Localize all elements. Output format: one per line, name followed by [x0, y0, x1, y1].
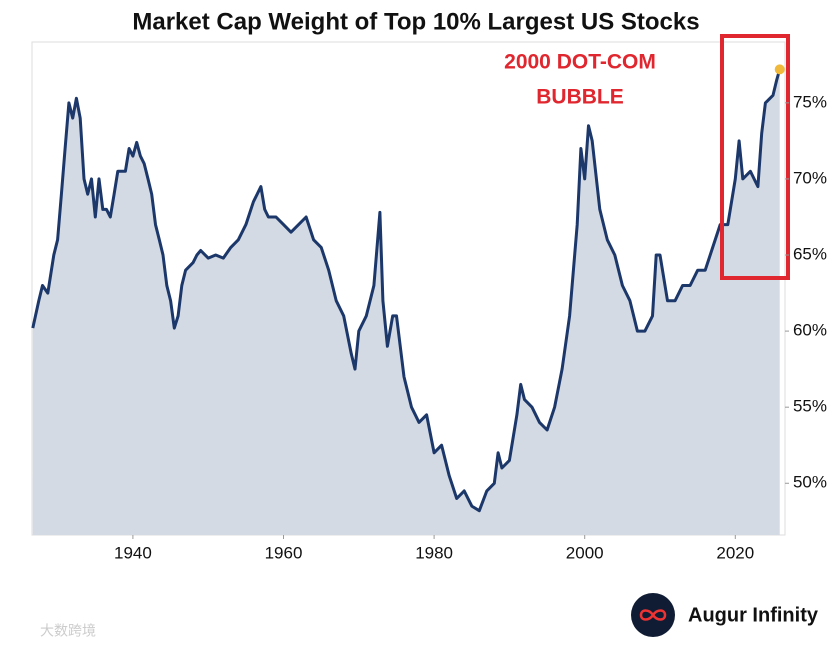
x-tick-label: 1940	[114, 543, 152, 562]
annotation: BUBBLE	[536, 86, 624, 109]
x-tick-label: 1980	[415, 543, 453, 562]
y-tick-label: 65%	[793, 245, 827, 264]
x-tick-label: 1960	[265, 543, 303, 562]
x-tick-label: 2000	[566, 543, 604, 562]
brand: Augur Infinity	[688, 604, 819, 626]
annotation: 2000 DOT-COM	[504, 51, 656, 74]
y-tick-label: 70%	[793, 168, 827, 187]
highlight-box	[720, 34, 790, 280]
brand-logo-mark	[639, 609, 667, 621]
y-tick-label: 75%	[793, 92, 827, 111]
chart-title: Market Cap Weight of Top 10% Largest US …	[132, 8, 699, 35]
x-tick-label: 2020	[716, 543, 754, 562]
latest-point	[774, 64, 785, 75]
watermark: 大数跨境	[40, 623, 96, 639]
area	[32, 69, 780, 536]
y-tick-label: 60%	[793, 321, 827, 340]
y-tick-label: 55%	[793, 397, 827, 416]
y-tick-label: 50%	[793, 473, 827, 492]
line	[31, 68, 782, 513]
